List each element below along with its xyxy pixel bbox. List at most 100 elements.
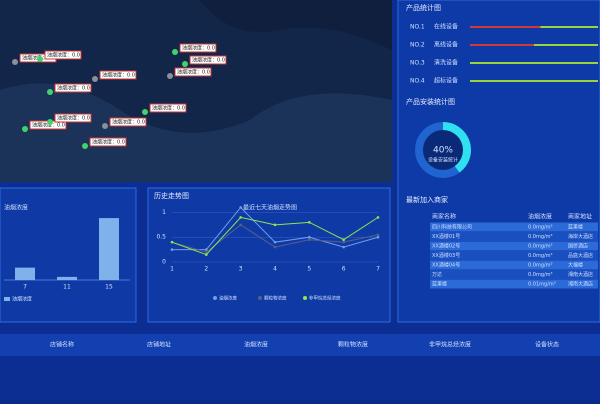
table-cell: XX酒楼01号 <box>432 233 460 240</box>
donut-bg <box>415 122 471 178</box>
map-marker <box>47 119 53 125</box>
x-tick-label: 7 <box>23 284 27 291</box>
table-row <box>430 241 598 251</box>
table-row <box>430 270 598 279</box>
stat-no: NO.1 <box>410 24 425 31</box>
y-tick-label: 0 <box>162 259 166 266</box>
x-tick-label: 11 <box>63 284 71 291</box>
table-cell: 蓝果楼 <box>568 224 583 231</box>
point <box>308 238 311 241</box>
chart-title: 最近七天油烟走势图 <box>243 204 297 212</box>
marker-label: 油烟浓度：0.0 <box>112 119 145 126</box>
chart-title: 油烟浓度 <box>4 204 28 212</box>
legend-swatch <box>4 297 10 301</box>
point <box>205 250 208 254</box>
map-marker <box>37 56 43 62</box>
footer-header <box>0 334 600 356</box>
table-row <box>430 279 598 289</box>
footer-column: 店铺地址 <box>147 341 171 349</box>
point <box>205 253 208 256</box>
x-tick-label: 4 <box>273 266 277 273</box>
marker-label: 油烟浓度：0.0 <box>47 52 80 59</box>
table-cell: 0.0mg/m³ <box>528 263 553 269</box>
marker-label-box <box>149 103 187 113</box>
map-marker <box>172 49 178 55</box>
map-marker <box>182 61 188 67</box>
marker-label: 油烟浓度：0.0 <box>182 45 215 52</box>
point <box>376 233 380 237</box>
marker-label-box <box>54 113 92 123</box>
table-cell: 国侨酒店 <box>568 243 588 250</box>
marker-label: 油烟浓度：0.0 <box>152 105 185 112</box>
table-cell: 海岸大酒店 <box>568 233 593 240</box>
x-tick-label: 1 <box>170 266 174 273</box>
legend-swatch <box>303 296 307 300</box>
map-marker <box>92 76 98 82</box>
point <box>273 240 277 244</box>
y-tick-label: 1 <box>162 209 166 216</box>
table-cell: XX酒楼04号 <box>432 262 460 269</box>
map-marker <box>22 126 28 132</box>
point <box>342 245 345 249</box>
bar <box>99 218 119 280</box>
point <box>376 216 380 219</box>
stat-track <box>470 62 598 64</box>
footer-column: 设备状态 <box>535 341 559 349</box>
y-tick-label: 0.5 <box>156 234 166 241</box>
donut-label: 40% <box>433 146 453 156</box>
map-marker <box>47 89 53 95</box>
legend-label: 油烟浓度 <box>12 296 32 303</box>
marker-label-box <box>89 137 127 147</box>
table-header: 商家地址 <box>568 213 592 221</box>
point <box>308 235 311 239</box>
marker-label: 油烟浓度：0.0 <box>32 122 65 129</box>
legend-swatch <box>213 296 217 300</box>
point <box>170 248 174 251</box>
stat-name: 清洗设备 <box>434 59 458 67</box>
table-cell: 湘南大酒店 <box>568 271 593 278</box>
legend-label: 颗粒物浓度 <box>264 295 287 302</box>
stat-name: 在线设备 <box>434 23 458 31</box>
marker-label-box <box>99 70 137 80</box>
panel-title: 历史走势图 <box>154 191 189 200</box>
bar <box>57 276 77 280</box>
point <box>239 216 242 219</box>
stat-no: NO.3 <box>410 60 425 67</box>
legend-swatch <box>258 296 262 300</box>
x-tick-label: 15 <box>105 284 113 291</box>
table-cell: 0.01mg/m³ <box>528 282 556 288</box>
point <box>239 206 242 209</box>
point <box>170 240 174 244</box>
table-row <box>430 232 598 241</box>
map-marker <box>102 123 108 129</box>
stat-name: 超标设备 <box>434 77 458 85</box>
marker-label: 油烟浓度：0.0 <box>192 57 225 64</box>
table-cell: 0.0mg/m³ <box>528 225 553 231</box>
map-marker <box>82 143 88 149</box>
marker-label: 油烟浓度：0.0 <box>57 85 90 92</box>
map-marker <box>167 73 173 79</box>
table-cell: 品庭大酒店 <box>568 252 593 259</box>
table-cell: 0.0mg/m³ <box>528 253 553 259</box>
marker-label-box <box>109 117 147 127</box>
table-cell: XX酒楼02号 <box>432 243 460 250</box>
point <box>273 245 277 249</box>
point <box>308 221 311 224</box>
point <box>342 240 345 244</box>
table-row <box>430 251 598 260</box>
x-tick-label: 7 <box>376 266 380 273</box>
x-tick-label: 5 <box>307 266 311 273</box>
point <box>342 238 345 241</box>
panel-title: 产品安装统计图 <box>406 97 455 106</box>
map-marker <box>142 109 148 115</box>
marker-label-box <box>179 43 217 53</box>
middle-panel <box>147 187 391 323</box>
stat-track <box>470 80 598 82</box>
stat-no: NO.4 <box>410 78 425 85</box>
stat-bar <box>470 26 541 28</box>
marker-label-box <box>189 55 227 65</box>
table-row <box>430 222 598 232</box>
marker-label: 油烟浓度：0.0 <box>57 115 90 122</box>
panel-title: 产品统计图 <box>406 3 441 12</box>
